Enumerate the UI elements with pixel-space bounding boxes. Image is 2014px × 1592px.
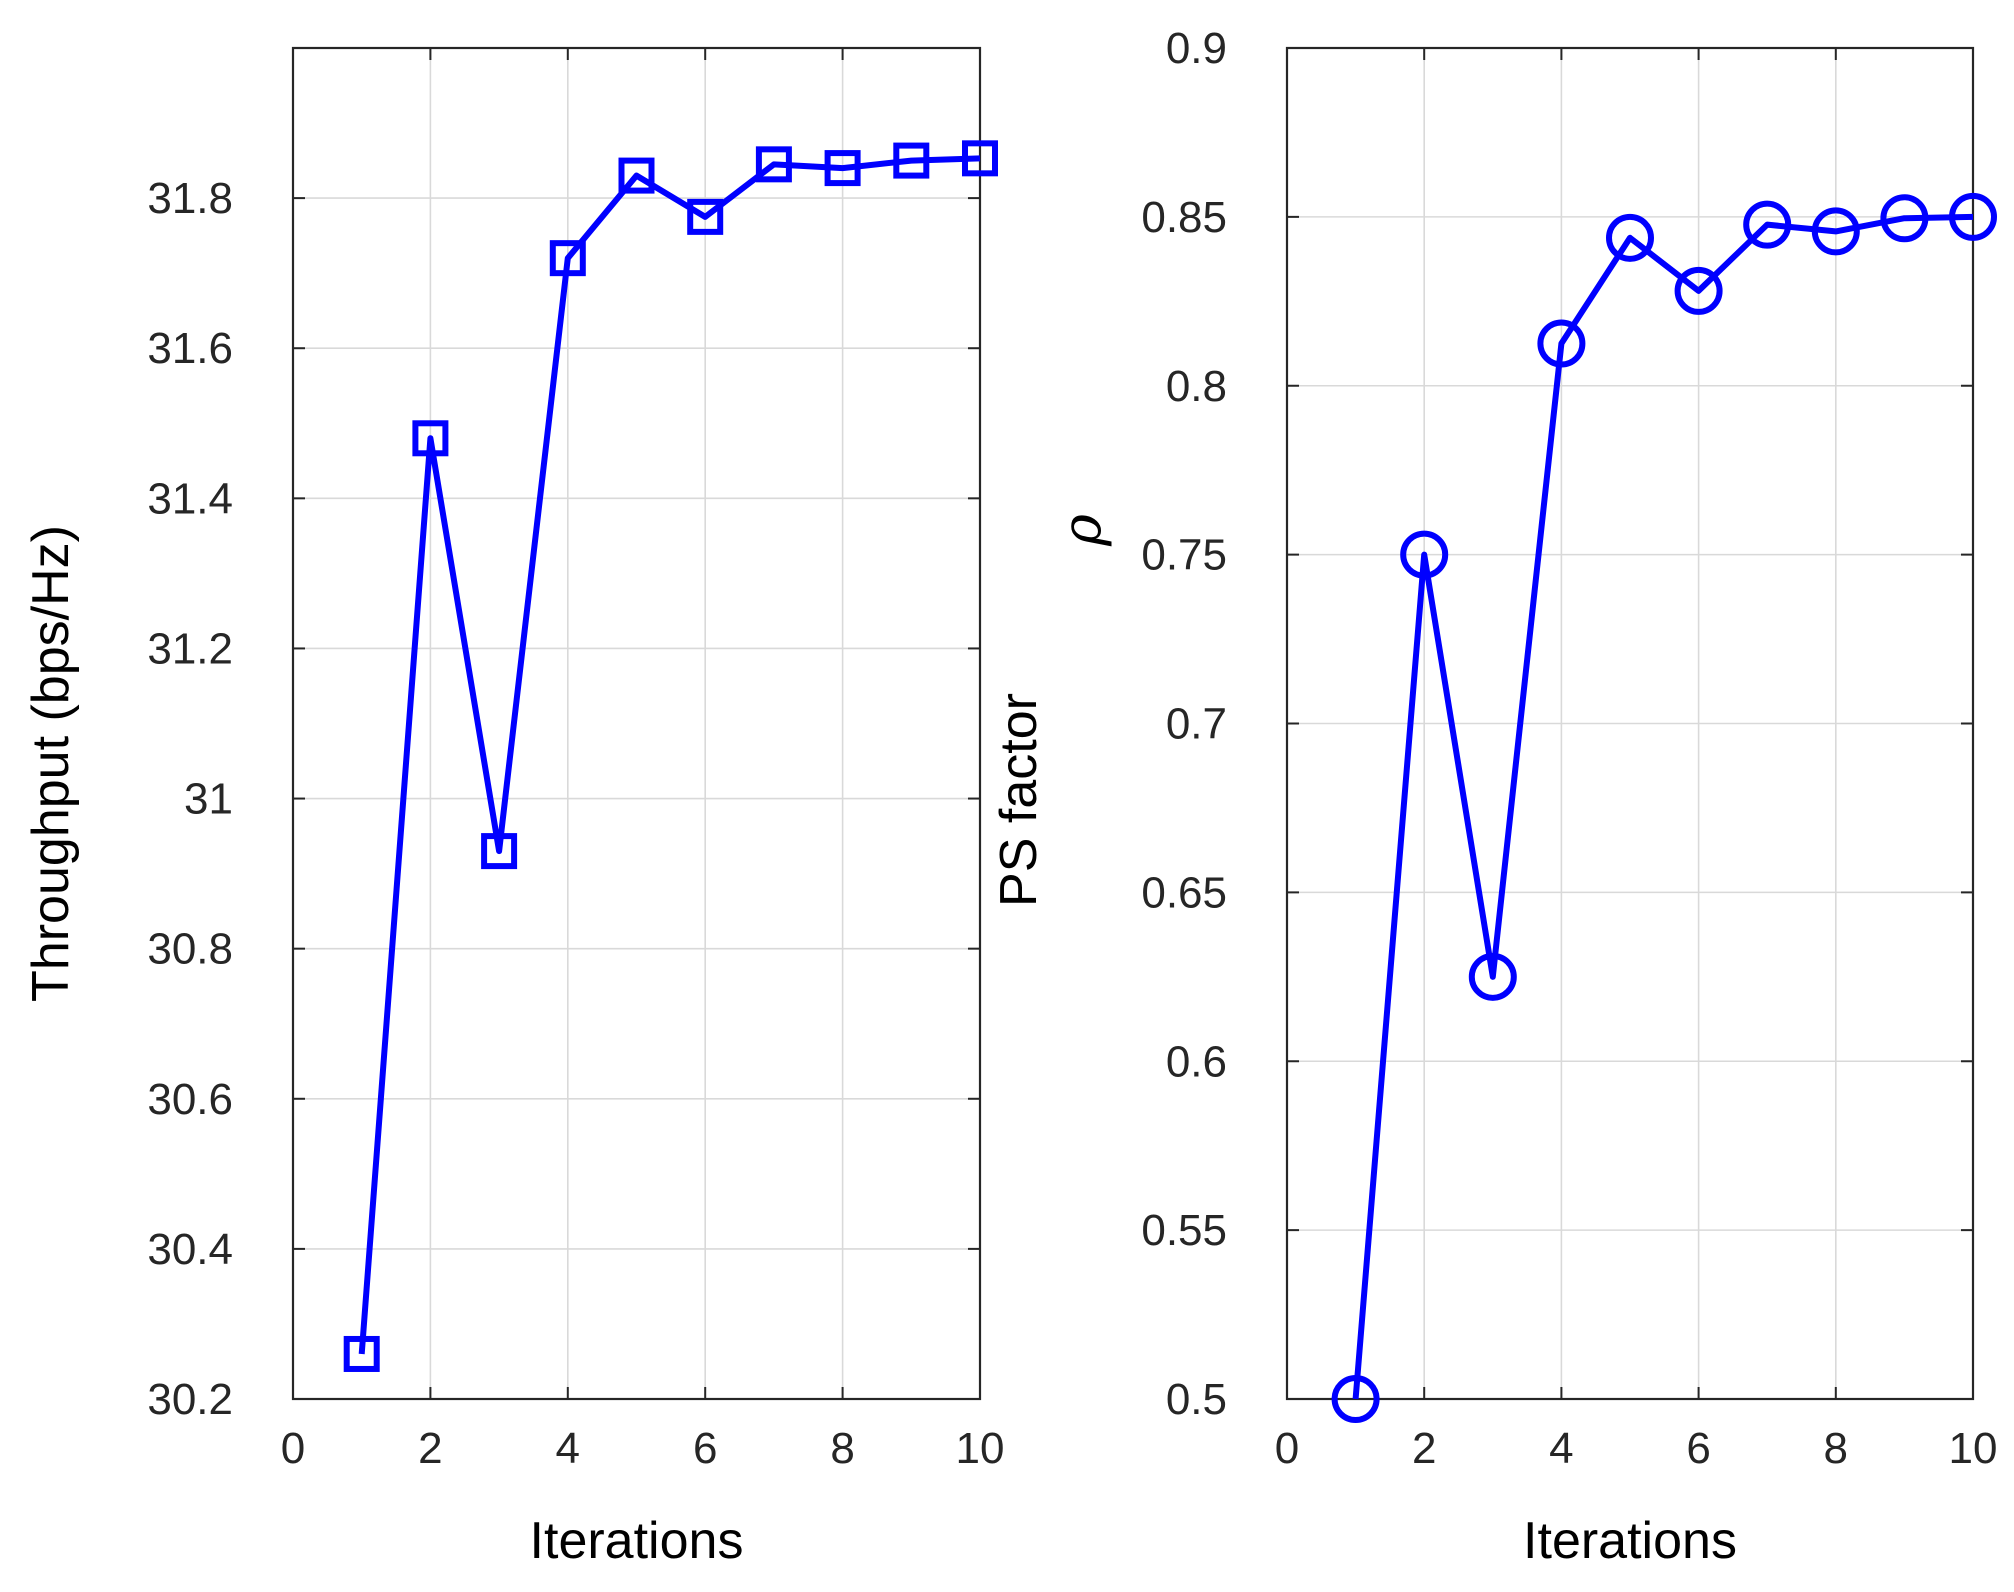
x-tick-label: 8 — [830, 1424, 854, 1473]
y-tick-label: 30.4 — [147, 1225, 233, 1274]
y-tick-label: 0.8 — [1166, 362, 1227, 411]
square-marker — [412, 420, 449, 457]
square-marker — [618, 157, 655, 194]
series-line — [358, 155, 981, 1355]
y-tick-label: 31.6 — [147, 324, 233, 373]
y-tick-label: 31.4 — [147, 474, 233, 523]
x-tick-label: 10 — [1949, 1424, 1998, 1473]
y-tick-label: 31.8 — [147, 174, 233, 223]
square-marker — [687, 198, 724, 235]
square-marker — [481, 833, 518, 870]
circle-marker — [1811, 207, 1860, 256]
circle-marker — [1537, 319, 1586, 368]
x-tick-label: 10 — [956, 1424, 1005, 1473]
throughput-panel: 0 2 4 6 8 10 30.2 30.4 30.6 30.8 31 31.2 31.4 31.6 31.… — [22, 46, 1005, 1570]
y-tick-label: 30.2 — [147, 1375, 233, 1424]
series-line — [1352, 213, 1974, 1400]
x-tick-label: 8 — [1824, 1424, 1848, 1473]
y-tick-label: 0.5 — [1166, 1375, 1227, 1424]
circle-marker — [1949, 192, 1997, 241]
circle-marker — [1468, 952, 1517, 1001]
y-tick-label: 30.6 — [147, 1075, 233, 1124]
y-tick-label: 0.9 — [1166, 24, 1227, 73]
y-tick-label: 0.65 — [1141, 868, 1227, 917]
x-tick-label: 4 — [556, 1424, 580, 1473]
square-marker — [343, 1335, 380, 1372]
x-tick-label: 2 — [1412, 1424, 1436, 1473]
square-marker — [893, 142, 930, 179]
square-marker — [549, 240, 586, 277]
square-marker — [962, 140, 998, 177]
x-tick-label: 0 — [1275, 1424, 1299, 1473]
y-tick-label: 0.7 — [1166, 700, 1227, 749]
x-tick-label: 0 — [281, 1424, 305, 1473]
y-tick-label: 31.2 — [147, 624, 233, 673]
y-tick-label: 0.55 — [1141, 1206, 1227, 1255]
x-axis-label: Iterations — [1523, 1512, 1737, 1570]
y-tick-label: 31 — [184, 775, 233, 824]
y-tick-label: 0.75 — [1141, 531, 1227, 580]
x-tick-label: 6 — [693, 1424, 717, 1473]
axes-box — [291, 46, 982, 1401]
y-axis-label: Throughput (bps/Hz) — [22, 525, 80, 1002]
circle-marker — [1674, 266, 1723, 315]
ps-factor-panel: 0 2 4 6 8 10 0.5 0.55 0.6 0.65 0.7 0.75 0.8 0.85 0.9 It… — [990, 24, 1997, 1570]
x-tick-label: 2 — [418, 1424, 442, 1473]
circle-marker — [1400, 530, 1449, 579]
y-tick-label: 0.85 — [1141, 193, 1227, 242]
circle-marker — [1606, 213, 1654, 262]
y-axis-symbol: ρ — [1050, 514, 1113, 547]
y-tick-label: 0.6 — [1166, 1037, 1227, 1086]
circle-marker — [1880, 194, 1929, 243]
y-tick-label: 30.8 — [147, 925, 233, 974]
x-tick-label: 6 — [1686, 1424, 1710, 1473]
x-axis-label: Iterations — [530, 1512, 744, 1570]
y-axis-label: PS factor — [990, 693, 1048, 907]
x-tick-label: 4 — [1549, 1424, 1573, 1473]
square-marker — [755, 146, 792, 183]
circle-marker — [1743, 200, 1792, 249]
circle-marker — [1331, 1375, 1380, 1423]
square-marker — [824, 150, 861, 187]
